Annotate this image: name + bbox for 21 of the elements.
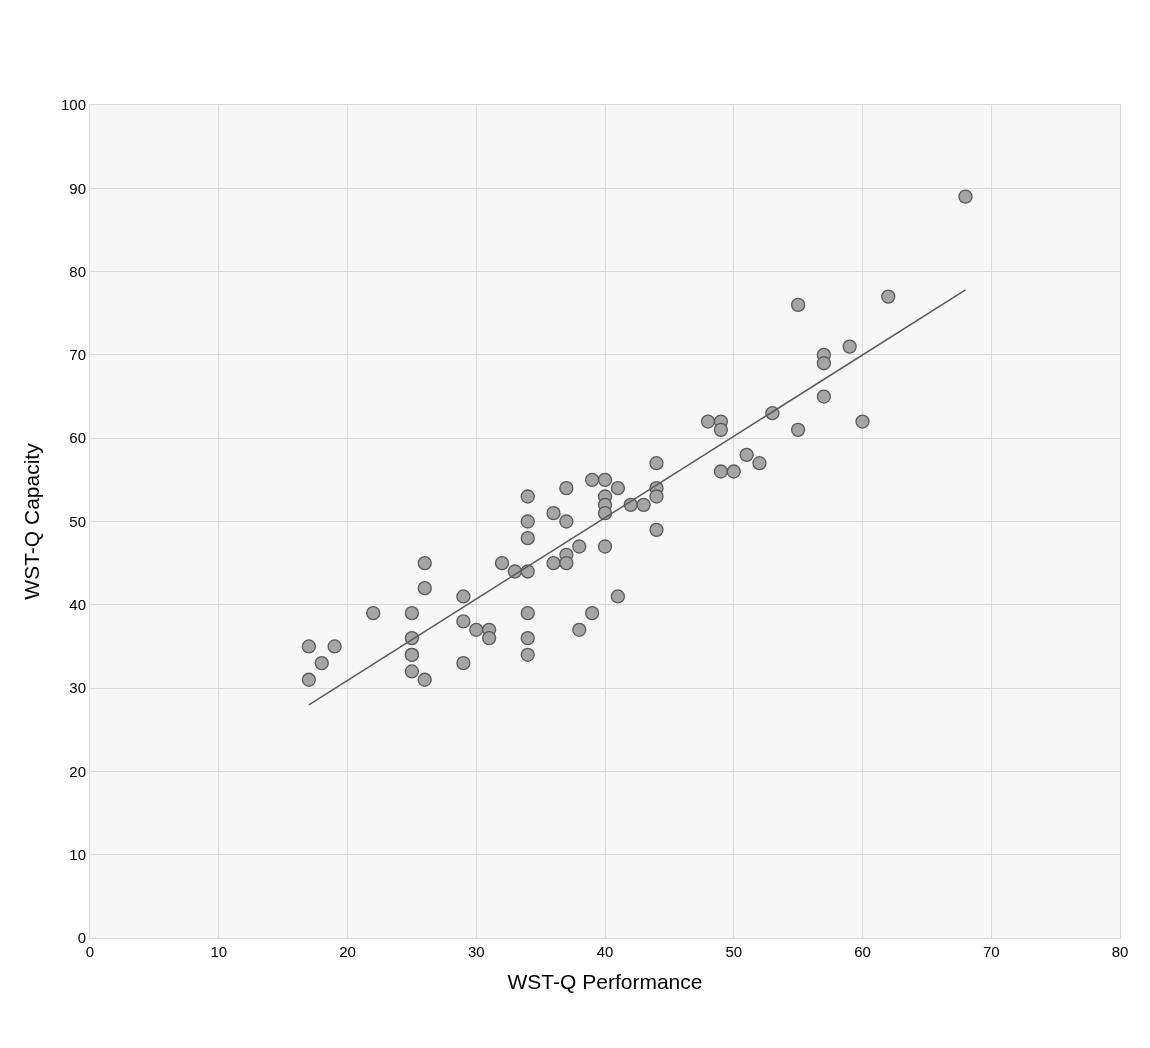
x-tick-label: 70 — [982, 943, 1000, 960]
y-tick-label: 70 — [69, 346, 86, 364]
x-tick-label: 30 — [467, 943, 485, 960]
x-tick-label: 10 — [210, 943, 228, 960]
x-tick-label: 60 — [854, 943, 871, 960]
y-tick-label: 100 — [60, 96, 86, 114]
y-tick-label: 60 — [69, 429, 86, 447]
x-tick-label: 20 — [339, 943, 356, 960]
x-tick-label: 40 — [596, 943, 614, 960]
y-tick-label: 40 — [69, 596, 86, 614]
y-tick-label: 20 — [69, 762, 86, 780]
y-tick-label: 50 — [69, 512, 86, 530]
y-tick-label: 30 — [69, 679, 86, 697]
y-tick-label: 0 — [77, 929, 86, 947]
y-tick-label: 80 — [69, 262, 86, 280]
y-tick-label: 90 — [69, 179, 86, 197]
x-tick-label: 50 — [725, 943, 743, 960]
x-axis-title: WST-Q Performance — [507, 970, 703, 994]
y-axis-title: WST-Q Capacity — [20, 442, 44, 600]
x-tick-label: 80 — [1111, 943, 1129, 960]
y-tick-label: 10 — [69, 845, 86, 863]
